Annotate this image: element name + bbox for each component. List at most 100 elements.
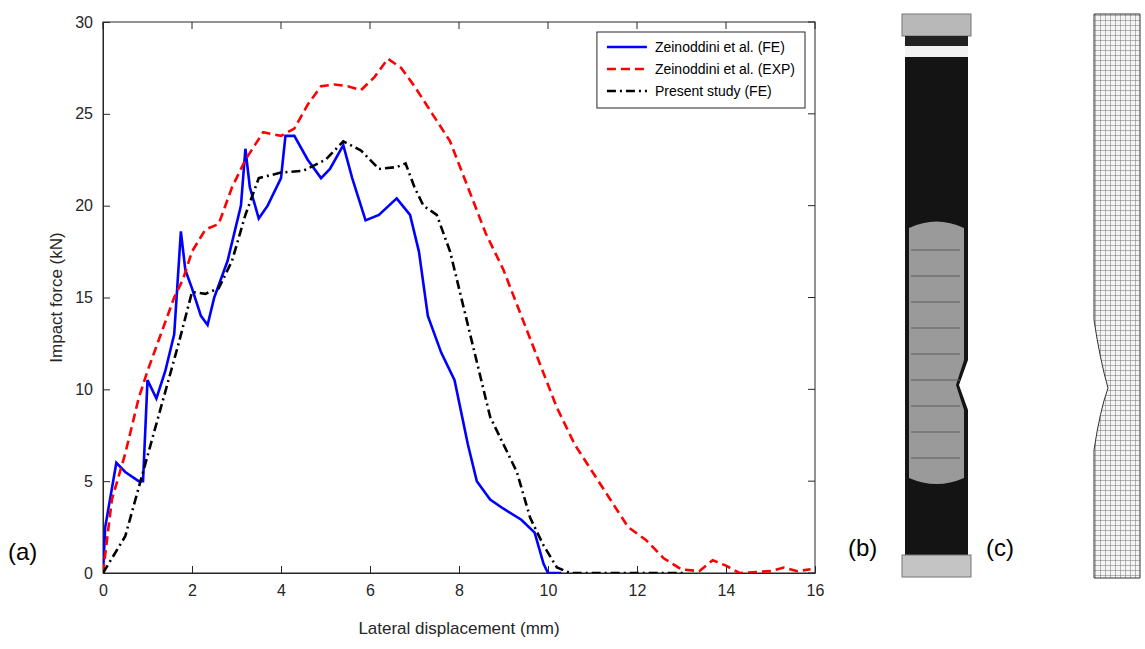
grid-marking bbox=[911, 250, 960, 251]
tick-label: 10 bbox=[540, 582, 558, 599]
tick: 16 bbox=[807, 566, 825, 599]
tick-mark bbox=[103, 573, 110, 574]
legend-label: Zeinoddini et al. (EXP) bbox=[655, 61, 795, 77]
tick-mark bbox=[808, 481, 815, 482]
grid-marking bbox=[911, 302, 960, 303]
tick-mark bbox=[815, 566, 816, 573]
end-plate bbox=[902, 14, 971, 36]
series-line bbox=[103, 59, 811, 573]
grid-marking bbox=[911, 406, 960, 407]
tick-mark bbox=[103, 22, 104, 29]
tick-label: 20 bbox=[75, 197, 93, 214]
tick-mark bbox=[459, 22, 460, 29]
panel-label: (b) bbox=[848, 534, 877, 561]
x-axis: 0 2 4 6 8 10 12 14 16 bbox=[99, 566, 824, 599]
tick-label: 14 bbox=[718, 582, 736, 599]
legend-swatch bbox=[607, 46, 647, 49]
grid-marking bbox=[911, 328, 960, 329]
series-line bbox=[103, 136, 561, 573]
tick-mark bbox=[103, 389, 110, 390]
tape-band bbox=[905, 46, 968, 57]
tick-label: 8 bbox=[455, 582, 464, 599]
tick-label: 0 bbox=[84, 565, 93, 582]
y-axis: 0 5 10 15 20 25 30 bbox=[75, 14, 110, 582]
tick-mark bbox=[808, 205, 815, 206]
tick-mark bbox=[103, 298, 110, 299]
tick-label: 12 bbox=[629, 582, 647, 599]
tick-mark bbox=[815, 22, 816, 29]
tick-label: 15 bbox=[75, 289, 93, 306]
tick-mark bbox=[637, 22, 638, 29]
tick-mark bbox=[192, 566, 193, 573]
plot-frame bbox=[103, 22, 815, 573]
tick-mark bbox=[370, 22, 371, 29]
y-axis-title: Impact force (kN) bbox=[47, 232, 66, 362]
legend-label: Present study (FE) bbox=[655, 83, 772, 99]
tick-mark bbox=[281, 22, 282, 29]
tick-mark bbox=[103, 481, 110, 482]
tube-top bbox=[905, 36, 968, 46]
panel-label: (a) bbox=[8, 538, 37, 565]
tick: 5 bbox=[84, 473, 110, 490]
tick-mark bbox=[808, 22, 815, 23]
series-line bbox=[103, 141, 686, 573]
tick-label: 4 bbox=[277, 582, 286, 599]
tick: 20 bbox=[75, 197, 110, 214]
tick-mark bbox=[370, 566, 371, 573]
tick-label: 25 bbox=[75, 105, 93, 122]
plot: 0 2 4 6 8 10 12 14 16 0 5 10 15 20 25 30 Zeinoddini et a… bbox=[75, 14, 824, 600]
mesh-body bbox=[1094, 14, 1140, 578]
tick-mark bbox=[808, 573, 815, 574]
axis-line bbox=[104, 573, 816, 574]
figure: 0 2 4 6 8 10 12 14 16 0 5 10 15 20 25 30 Zeinoddini et a… bbox=[0, 0, 1145, 649]
tick-mark bbox=[103, 114, 110, 115]
specimen-photo bbox=[902, 14, 971, 577]
tick-mark bbox=[548, 22, 549, 29]
tick: 4 bbox=[277, 566, 286, 599]
tick: 6 bbox=[366, 566, 375, 599]
tick-mark bbox=[808, 389, 815, 390]
tick-mark bbox=[192, 22, 193, 29]
tick: 25 bbox=[75, 105, 110, 122]
legend-swatch bbox=[607, 68, 647, 71]
tick: 12 bbox=[629, 566, 647, 599]
grid-marking bbox=[911, 276, 960, 277]
tick-mark bbox=[103, 22, 110, 23]
grid-marking bbox=[911, 380, 960, 381]
tick-mark bbox=[808, 113, 815, 114]
tick: 2 bbox=[188, 566, 197, 599]
end-plate bbox=[902, 555, 971, 577]
tick-label: 10 bbox=[75, 381, 93, 398]
tick-mark bbox=[281, 566, 282, 573]
tick: 10 bbox=[540, 566, 558, 599]
grid-marking bbox=[911, 458, 960, 459]
legend-label: Zeinoddini et al. (FE) bbox=[655, 39, 785, 55]
legend: Zeinoddini et al. (FE) Zeinoddini et al. … bbox=[597, 32, 805, 108]
fe-mesh bbox=[1094, 14, 1140, 578]
grey-zone bbox=[909, 222, 964, 485]
tick-label: 2 bbox=[188, 582, 197, 599]
legend-item: Present study (FE) bbox=[607, 83, 772, 99]
legend-item: Zeinoddini et al. (EXP) bbox=[607, 61, 795, 77]
tick: 30 bbox=[75, 14, 110, 31]
legend-swatch bbox=[607, 90, 647, 93]
panel-label: (c) bbox=[986, 534, 1014, 561]
tick-label: 0 bbox=[99, 582, 108, 599]
tick-mark bbox=[103, 206, 110, 207]
tick-mark bbox=[726, 22, 727, 29]
tick-label: 6 bbox=[366, 582, 375, 599]
tick: 8 bbox=[455, 566, 464, 599]
grid-marking bbox=[911, 354, 960, 355]
x-axis-title: Lateral displacement (mm) bbox=[358, 619, 559, 638]
legend-item: Zeinoddini et al. (FE) bbox=[607, 39, 785, 55]
lines bbox=[103, 59, 811, 573]
tick: 15 bbox=[75, 289, 110, 306]
tick-label: 16 bbox=[807, 582, 825, 599]
grid-marking bbox=[911, 432, 960, 433]
tick-label: 30 bbox=[75, 14, 93, 31]
legend-box bbox=[597, 32, 805, 108]
tick-label: 5 bbox=[84, 473, 93, 490]
tick-mark bbox=[459, 566, 460, 573]
tick: 14 bbox=[718, 566, 736, 599]
tick: 10 bbox=[75, 381, 110, 398]
